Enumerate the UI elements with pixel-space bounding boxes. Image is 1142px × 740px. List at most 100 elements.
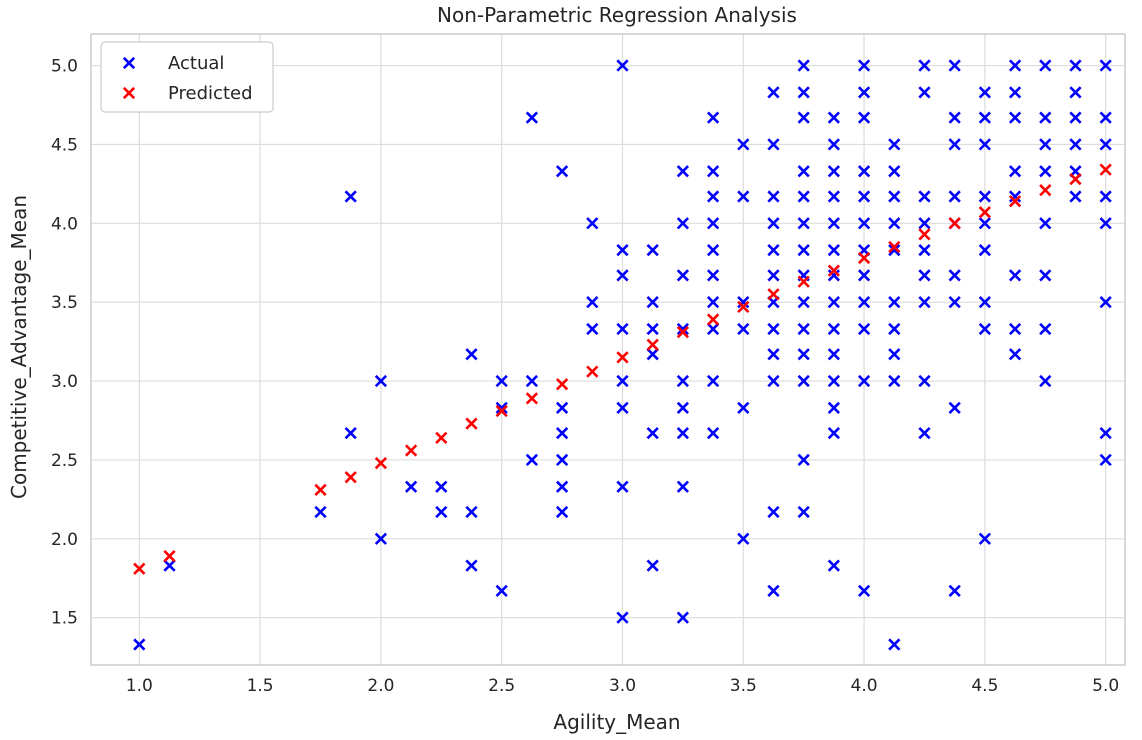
y-tick-label: 4.5: [51, 135, 78, 155]
x-tick-labels: 1.0 1.5 2.0 2.5 3.0 3.5 4.0 4.5 5.0: [126, 676, 1119, 696]
actual-point: [676, 165, 690, 178]
y-axis-label: Competitive_Advantage_Mean: [7, 195, 31, 499]
actual-point: [857, 269, 871, 282]
actual-point: [495, 374, 508, 388]
predicted-point: [706, 313, 720, 326]
actual-point: [737, 296, 750, 309]
actual-point: [948, 190, 961, 203]
actual-point: [374, 374, 388, 388]
x-tick-label: 4.5: [971, 676, 998, 696]
actual-point: [857, 190, 871, 203]
data-points: [133, 59, 1112, 651]
predicted-point: [978, 206, 991, 219]
actual-point: [888, 190, 901, 203]
actual-point: [978, 296, 991, 309]
actual-point: [1039, 217, 1052, 230]
actual-point: [1069, 59, 1082, 72]
actual-point: [857, 165, 871, 178]
actual-point: [827, 559, 841, 572]
actual-point: [555, 505, 569, 519]
actual-point: [435, 480, 448, 493]
actual-point: [737, 190, 750, 203]
predicted-point: [525, 392, 539, 405]
actual-point: [676, 374, 690, 388]
y-tick-label: 4.0: [51, 214, 78, 234]
actual-point: [978, 243, 991, 257]
actual-point: [646, 348, 659, 361]
predicted-point: [616, 351, 629, 364]
legend-marker-actual: [122, 56, 136, 70]
actual-point: [676, 401, 690, 414]
actual-point: [1069, 111, 1082, 124]
actual-point: [616, 243, 629, 257]
actual-point: [314, 505, 327, 519]
x-axis-label: Agility_Mean: [553, 710, 680, 734]
actual-point: [888, 638, 901, 651]
actual-point: [133, 638, 146, 651]
actual-point: [1008, 165, 1022, 178]
actual-point: [1008, 348, 1022, 361]
actual-point: [797, 453, 810, 467]
actual-point: [1008, 86, 1022, 99]
actual-point: [676, 269, 690, 282]
actual-point: [827, 165, 841, 178]
y-tick-label: 2.0: [51, 530, 78, 550]
actual-point: [857, 111, 871, 124]
actual-point: [374, 532, 388, 545]
actual-point: [797, 374, 810, 388]
actual-point: [888, 165, 901, 178]
predicted-point: [163, 550, 176, 563]
actual-point: [797, 190, 810, 203]
actual-point: [465, 505, 478, 519]
actual-point: [948, 401, 961, 414]
predicted-point: [918, 228, 931, 241]
y-tick-label: 3.5: [51, 293, 78, 313]
actual-point: [586, 217, 599, 230]
actual-point: [1099, 426, 1112, 440]
actual-point: [555, 165, 569, 178]
actual-point: [495, 584, 508, 597]
actual-point: [827, 269, 841, 282]
actual-point: [706, 217, 720, 230]
actual-point: [1039, 59, 1052, 72]
actual-point: [948, 59, 961, 72]
actual-point: [1099, 453, 1112, 467]
predicted-point: [374, 456, 388, 470]
y-tick-label: 3.0: [51, 372, 78, 392]
actual-point: [827, 322, 841, 336]
predicted-point: [1008, 195, 1022, 208]
actual-point: [978, 322, 991, 336]
actual-point: [1039, 138, 1052, 151]
actual-point: [1099, 138, 1112, 151]
actual-point: [586, 296, 599, 309]
actual-point: [767, 138, 780, 151]
actual-point: [918, 243, 931, 257]
actual-point: [918, 190, 931, 203]
actual-point: [616, 611, 629, 624]
actual-point: [404, 480, 418, 493]
predicted-point: [646, 338, 659, 351]
actual-point: [767, 322, 780, 336]
actual-point: [646, 243, 659, 257]
x-tick-label: 1.0: [126, 676, 153, 696]
actual-point: [676, 611, 690, 624]
actual-point: [797, 296, 810, 309]
predicted-point: [133, 562, 146, 575]
actual-point: [525, 374, 539, 388]
actual-point: [616, 322, 629, 336]
actual-point: [797, 217, 810, 230]
actual-point: [525, 111, 539, 124]
actual-point: [827, 348, 841, 361]
x-tick-label: 3.5: [730, 676, 757, 696]
actual-point: [888, 374, 901, 388]
actual-point: [767, 348, 780, 361]
actual-point: [827, 111, 841, 124]
actual-point: [435, 505, 448, 519]
actual-point: [797, 111, 810, 124]
actual-point: [706, 190, 720, 203]
actual-point: [827, 217, 841, 230]
actual-point: [1099, 217, 1112, 230]
actual-point: [767, 374, 780, 388]
actual-point: [1099, 190, 1112, 203]
actual-point: [978, 532, 991, 545]
